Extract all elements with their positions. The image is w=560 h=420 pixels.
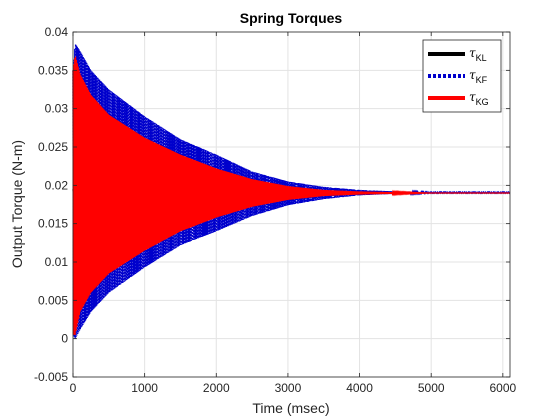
y-tick-label: 0.02: [45, 178, 69, 192]
plot-area-frame: [72, 31, 511, 378]
x-tick-label: 1000: [131, 381, 158, 395]
y-tick-label: -0.005: [34, 370, 68, 384]
x-axis-label: Time (msec): [252, 400, 329, 416]
y-tick-label: 0.015: [38, 217, 68, 231]
x-tick-label: 2000: [203, 381, 230, 395]
x-tick-label: 4000: [346, 381, 373, 395]
legend-label-subscript: KF: [476, 75, 488, 85]
chart-title: Spring Torques: [240, 10, 343, 26]
y-tick-label: 0.04: [45, 25, 69, 39]
y-axis-label: Output Torque (N-m): [9, 140, 25, 268]
axis-ticks: 0 1000 2000 3000 4000 5000 6000-0.00500.0050.0…: [34, 25, 517, 395]
legend-label-subscript: KL: [476, 53, 487, 63]
legend-label-subscript: KG: [476, 97, 489, 107]
y-tick-label: 0.03: [45, 102, 69, 116]
x-tick-label: 3000: [275, 381, 302, 395]
y-tick-label: 0: [61, 332, 68, 346]
series-kg: [72, 56, 510, 335]
y-tick-label: 0.005: [38, 293, 68, 307]
x-tick-label: 6000: [489, 381, 516, 395]
y-tick-label: 0.01: [45, 255, 69, 269]
y-tick-label: 0.025: [38, 140, 68, 154]
series-line-kg: [72, 56, 510, 335]
x-tick-label: 0: [70, 381, 77, 395]
y-tick-label: 0.035: [38, 63, 68, 77]
x-tick-label: 5000: [418, 381, 445, 395]
plot-series-group: [72, 44, 511, 339]
